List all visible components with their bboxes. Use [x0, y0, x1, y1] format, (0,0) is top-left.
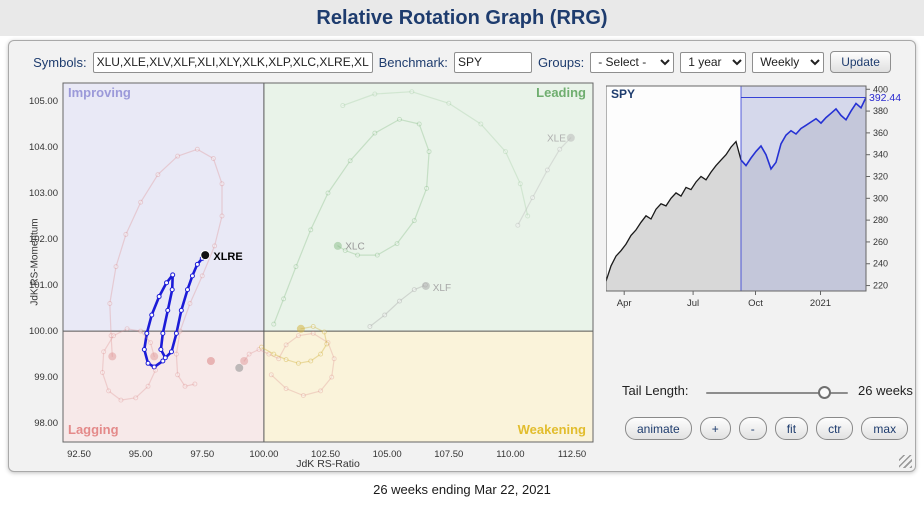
svg-text:240: 240 — [873, 259, 888, 269]
svg-text:104.00: 104.00 — [29, 142, 58, 153]
update-button[interactable]: Update — [830, 51, 891, 73]
groups-select[interactable]: - Select - — [590, 51, 675, 73]
svg-text:2021: 2021 — [810, 298, 831, 309]
svg-text:380: 380 — [873, 106, 888, 116]
svg-text:260: 260 — [873, 237, 888, 247]
center-button[interactable]: ctr — [816, 417, 854, 440]
svg-text:95.00: 95.00 — [129, 449, 153, 460]
quadrant-label-lagging: Lagging — [68, 422, 119, 437]
svg-text:340: 340 — [873, 150, 888, 160]
svg-text:110.00: 110.00 — [496, 449, 524, 460]
svg-text:300: 300 — [873, 193, 888, 203]
svg-text:92.50: 92.50 — [67, 449, 91, 460]
tail-length-slider[interactable] — [706, 385, 848, 401]
svg-text:280: 280 — [873, 215, 888, 225]
max-button[interactable]: max — [861, 417, 909, 440]
rrg-trail-unlabeled-pink-large[interactable] — [107, 146, 225, 389]
rrg-trail-unlabeled-pink-center[interactable] — [240, 330, 337, 399]
quadrant-leading — [263, 83, 593, 332]
frequency-select[interactable]: Weekly — [752, 51, 825, 73]
zoom-out-button[interactable]: - — [738, 417, 767, 440]
svg-text:103.00: 103.00 — [29, 188, 58, 199]
svg-text:220: 220 — [873, 281, 888, 291]
rrg-symbol-label-XLC: XLC — [345, 241, 364, 252]
rrg-symbol-label-XLE: XLE — [547, 133, 566, 144]
svg-text:112.50: 112.50 — [558, 449, 586, 460]
page-title: Relative Rotation Graph (RRG) — [316, 7, 608, 29]
symbols-label: Symbols: — [33, 54, 87, 70]
toolbar: Symbols: Benchmark: Groups: - Select - 1… — [9, 51, 915, 73]
quadrant-label-leading: Leading — [536, 85, 586, 100]
groups-label: Groups: — [537, 54, 585, 70]
rrg-symbol-label-XLRE: XLRE — [213, 251, 242, 263]
tail-length-slider-track[interactable] — [706, 392, 848, 394]
tail-length-value: 26 weeks — [858, 383, 913, 398]
rrg-trail-XLRE[interactable] — [141, 250, 211, 370]
svg-text:Jul: Jul — [687, 298, 699, 309]
spy-y-ticks: 220 240 260 280 300 320 340 360 380 400 — [866, 84, 888, 291]
rrg-trail-unlabeled-yellow[interactable] — [258, 323, 330, 366]
svg-text:100.00: 100.00 — [249, 449, 278, 460]
tail-length-slider-handle[interactable] — [818, 386, 831, 399]
zoom-in-button[interactable]: + — [699, 417, 731, 440]
symbols-input[interactable] — [92, 51, 373, 73]
svg-text:360: 360 — [873, 128, 888, 138]
rrg-trail-unlabeled-pink-dot[interactable] — [206, 356, 215, 365]
svg-text:Oct: Oct — [748, 298, 763, 309]
svg-text:100.00: 100.00 — [29, 326, 58, 337]
quadrant-label-improving: Improving — [68, 85, 131, 100]
rrg-trail-XLE[interactable] — [515, 133, 575, 228]
svg-text:99.00: 99.00 — [34, 372, 58, 383]
spy-plot-border — [606, 85, 867, 292]
svg-text:98.00: 98.00 — [34, 418, 58, 429]
quadrant-weakening — [263, 331, 593, 442]
benchmark-last-value: 392.44 — [869, 92, 902, 104]
rrg-trail-XLC[interactable] — [271, 116, 432, 327]
benchmark-chart[interactable]: 220 240 260 280 300 320 340 360 380 400 Apr Jul Oct 2… — [606, 80, 906, 312]
benchmark-symbol-label: SPY — [611, 87, 636, 101]
period-select[interactable]: 1 year — [680, 51, 747, 73]
spy-highlight-region — [741, 86, 866, 291]
svg-text:400: 400 — [873, 84, 888, 94]
svg-text:Apr: Apr — [617, 298, 632, 309]
rrg-app-panel: Symbols: Benchmark: Groups: - Select - 1… — [8, 40, 916, 472]
svg-text:102.00: 102.00 — [29, 234, 58, 245]
rrg-trail-XLF[interactable] — [367, 281, 430, 329]
fit-button[interactable]: fit — [774, 417, 809, 440]
svg-text:97.50: 97.50 — [190, 449, 214, 460]
rrg-x-axis-label: JdK RS-Ratio — [296, 458, 360, 470]
rrg-plot-border — [62, 82, 594, 443]
rrg-trail-unlabeled-gray-dot[interactable] — [235, 363, 244, 372]
rrg-plot[interactable]: XLRE XLC XLF XLE — [62, 82, 594, 443]
rrg-x-ticks: 92.50 95.00 97.50 100.00 102.50 105.00 107.50 1… — [67, 449, 586, 460]
animate-button[interactable]: animate — [625, 417, 692, 440]
benchmark-input[interactable] — [453, 51, 532, 73]
rrg-trail-unlabeled-pink-small[interactable] — [99, 326, 159, 403]
svg-text:107.50: 107.50 — [434, 449, 463, 460]
quadrant-improving — [63, 83, 264, 332]
titlebar: Relative Rotation Graph (RRG) — [0, 0, 924, 36]
rrg-trail-unlabeled-green-arc[interactable] — [340, 89, 531, 219]
chart-control-buttons: animate + - fit ctr max — [625, 417, 909, 440]
svg-text:101.00: 101.00 — [29, 280, 58, 291]
svg-text:320: 320 — [873, 172, 888, 182]
svg-text:105.00: 105.00 — [373, 449, 402, 460]
benchmark-label: Benchmark: — [378, 54, 448, 70]
rrg-chart[interactable]: XLRE XLC XLF XLE 92.50 95.00 97.50 100.00 102.50… — [9, 75, 597, 461]
quadrant-lagging — [63, 331, 264, 442]
quadrant-label-weakening: Weakening — [517, 422, 586, 437]
rrg-symbol-label-XLF: XLF — [433, 283, 451, 294]
tail-length-label: Tail Length: — [622, 383, 689, 398]
resize-grip[interactable] — [899, 455, 912, 468]
spy-x-ticks: Apr Jul Oct 2021 — [617, 291, 831, 309]
rrg-y-axis-label: JdK RS-Momentum — [29, 218, 41, 306]
svg-text:105.00: 105.00 — [29, 96, 58, 107]
spy-price-line-highlighted — [740, 97, 867, 171]
rrg-y-ticks: 98.00 99.00 100.00 101.00 102.00 103.00 104.00… — [29, 96, 58, 429]
spy-plot[interactable]: 220 240 260 280 300 320 340 360 380 400 Apr Jul Oct 2… — [606, 84, 888, 309]
footer-caption: 26 weeks ending Mar 22, 2021 — [373, 482, 551, 497]
spy-price-line — [606, 140, 742, 282]
svg-text:102.50: 102.50 — [311, 449, 340, 460]
